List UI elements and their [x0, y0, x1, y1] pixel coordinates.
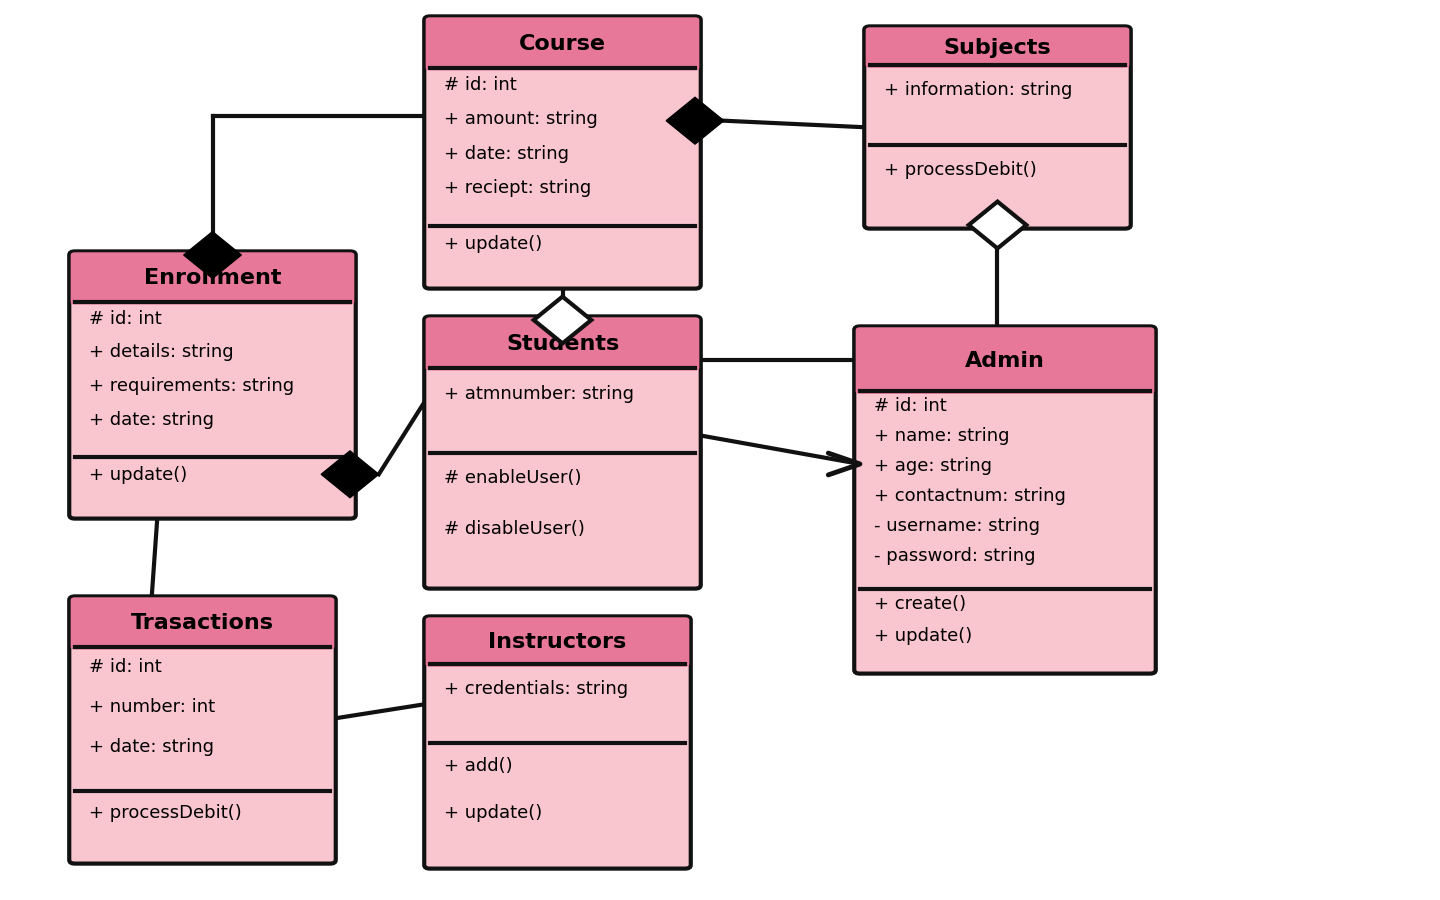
- FancyBboxPatch shape: [71, 252, 354, 304]
- Text: + update(): + update(): [445, 235, 543, 253]
- Text: + add(): + add(): [445, 757, 513, 775]
- Polygon shape: [534, 297, 592, 344]
- Text: Students: Students: [505, 334, 619, 354]
- Text: + date: string: + date: string: [89, 738, 215, 756]
- Text: # id: int: # id: int: [89, 658, 163, 676]
- Text: Enrollment: Enrollment: [144, 268, 281, 288]
- Text: + update(): + update(): [89, 466, 187, 484]
- Polygon shape: [321, 451, 379, 498]
- Text: + number: int: + number: int: [89, 698, 216, 716]
- Text: - password: string: - password: string: [874, 547, 1035, 565]
- FancyBboxPatch shape: [426, 17, 700, 70]
- FancyBboxPatch shape: [69, 597, 336, 864]
- Text: + processDebit(): + processDebit(): [884, 161, 1037, 179]
- FancyBboxPatch shape: [854, 327, 1156, 673]
- Polygon shape: [667, 97, 724, 144]
- FancyBboxPatch shape: [425, 616, 691, 868]
- Text: + atmnumber: string: + atmnumber: string: [445, 385, 635, 403]
- Text: + date: string: + date: string: [445, 145, 569, 163]
- Text: # id: int: # id: int: [89, 310, 163, 328]
- Text: # id: int: # id: int: [874, 397, 948, 415]
- FancyBboxPatch shape: [69, 251, 356, 518]
- Text: + age: string: + age: string: [874, 457, 992, 475]
- FancyBboxPatch shape: [71, 598, 334, 650]
- Text: + amount: string: + amount: string: [445, 110, 598, 128]
- Text: + credentials: string: + credentials: string: [445, 680, 628, 698]
- Text: + update(): + update(): [445, 805, 543, 823]
- Text: # disableUser(): # disableUser(): [445, 520, 585, 538]
- Text: + processDebit(): + processDebit(): [89, 804, 242, 822]
- Text: + reciept: string: + reciept: string: [445, 179, 592, 197]
- Text: + date: string: + date: string: [89, 410, 215, 428]
- Text: - username: string: - username: string: [874, 517, 1041, 535]
- Polygon shape: [184, 231, 242, 278]
- Text: + update(): + update(): [874, 626, 972, 644]
- FancyBboxPatch shape: [426, 318, 700, 371]
- Text: Instructors: Instructors: [488, 632, 626, 652]
- Text: + requirements: string: + requirements: string: [89, 377, 295, 395]
- Text: Course: Course: [518, 34, 606, 54]
- FancyBboxPatch shape: [425, 16, 701, 289]
- FancyBboxPatch shape: [426, 617, 690, 667]
- Text: # enableUser(): # enableUser(): [445, 469, 582, 487]
- Text: Trasactions: Trasactions: [131, 614, 274, 634]
- Text: Subjects: Subjects: [943, 38, 1051, 58]
- Text: + create(): + create(): [874, 595, 966, 613]
- Text: + name: string: + name: string: [874, 428, 1009, 446]
- Text: + information: string: + information: string: [884, 81, 1073, 99]
- Text: Admin: Admin: [965, 351, 1045, 371]
- Text: + details: string: + details: string: [89, 344, 235, 362]
- FancyBboxPatch shape: [864, 26, 1130, 229]
- FancyBboxPatch shape: [425, 317, 701, 589]
- Text: # id: int: # id: int: [445, 76, 517, 94]
- FancyBboxPatch shape: [865, 27, 1129, 68]
- Text: + contactnum: string: + contactnum: string: [874, 487, 1066, 505]
- FancyBboxPatch shape: [855, 328, 1155, 394]
- Polygon shape: [969, 202, 1027, 248]
